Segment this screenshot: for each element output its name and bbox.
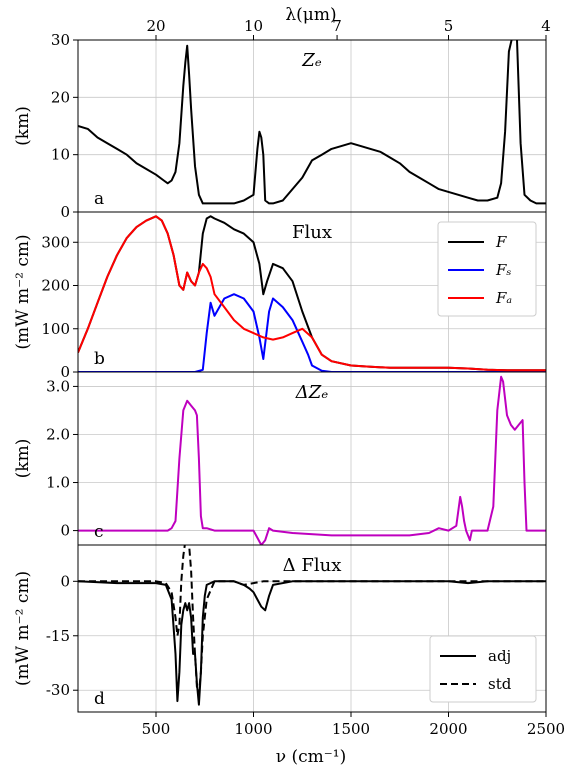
- series-line-f: [78, 293, 546, 372]
- x-tick-label: 2500: [527, 720, 565, 738]
- y-tick-label: 0: [60, 203, 70, 221]
- panel-title: Flux: [292, 222, 332, 243]
- y-tick-label: 20: [51, 88, 70, 106]
- bottom-axis: 500 1000 1500 2000 2500: [142, 712, 565, 738]
- y-axis-label: (km): [13, 439, 33, 479]
- x-tick-label: 1500: [332, 720, 370, 738]
- y-tick-label: 100: [41, 320, 70, 338]
- legend-label: adj: [488, 647, 511, 665]
- y-axis-label: (mW m⁻² cm): [13, 571, 33, 686]
- y-axis-label: (mW m⁻² cm): [13, 234, 33, 349]
- top-tick-label: 10: [244, 17, 263, 35]
- series-line-adj: [78, 580, 546, 706]
- top-tick-label: 7: [332, 17, 342, 35]
- y-tick-label: 30: [51, 31, 70, 49]
- y-tick-label: 0: [60, 522, 70, 540]
- series-line-s0: [78, 40, 546, 205]
- panel-d: 0 -15 -30 Δ Flux d (mW m⁻² cm) adj std: [13, 544, 547, 713]
- legend-label: Fₛ: [495, 261, 511, 279]
- x-axis-label: ν (cm⁻¹): [276, 747, 346, 767]
- panel-letter: c: [94, 522, 104, 542]
- panel-title: Δ Flux: [283, 555, 342, 576]
- legend-label: std: [488, 675, 512, 693]
- series-line-std: [78, 545, 546, 695]
- legend-box: [429, 635, 537, 703]
- legend-label: F: [495, 233, 507, 251]
- x-tick-label: 1000: [234, 720, 272, 738]
- y-tick-label: 2.0: [46, 425, 70, 443]
- y-tick-label: 300: [41, 233, 70, 251]
- panel-letter: a: [94, 189, 104, 209]
- y-tick-label: -15: [46, 627, 70, 645]
- top-tick-label: 5: [444, 17, 454, 35]
- series-line-f: [78, 215, 546, 372]
- y-tick-label: -30: [46, 681, 70, 699]
- top-axis-label: λ(μm): [285, 5, 336, 25]
- y-axis-label: (km): [13, 106, 33, 146]
- y-tick-label: 200: [41, 277, 70, 295]
- y-tick-label: 0: [60, 363, 70, 381]
- y-tick-label: 0: [60, 572, 70, 590]
- top-axis: 20 10 7 5 4: [146, 17, 551, 40]
- panel-title: Zₑ: [301, 50, 322, 71]
- series-line-s0: [78, 375, 546, 545]
- legend-box: [437, 221, 537, 317]
- legend-label: Fₐ: [495, 289, 512, 307]
- panel-a: 0 10 20 30 Zₑ a (km): [13, 31, 547, 221]
- panel-letter: b: [94, 349, 105, 369]
- panel-c: 0 1.0 2.0 3.0 ΔZₑ c (km): [13, 371, 547, 546]
- top-tick-label: 20: [146, 17, 165, 35]
- top-tick-label: 4: [541, 17, 551, 35]
- y-tick-label: 10: [51, 146, 70, 164]
- x-tick-label: 500: [142, 720, 171, 738]
- panel-b: 0 100 200 300 Flux b (mW m⁻² cm) F Fₛ Fₐ: [13, 211, 547, 381]
- panel-frame: [77, 544, 547, 713]
- y-tick-label: 1.0: [46, 474, 70, 492]
- panel-letter: d: [94, 689, 105, 709]
- y-tick-label: 3.0: [46, 377, 70, 395]
- panel-title: ΔZₑ: [295, 382, 329, 403]
- x-tick-label: 2000: [429, 720, 467, 738]
